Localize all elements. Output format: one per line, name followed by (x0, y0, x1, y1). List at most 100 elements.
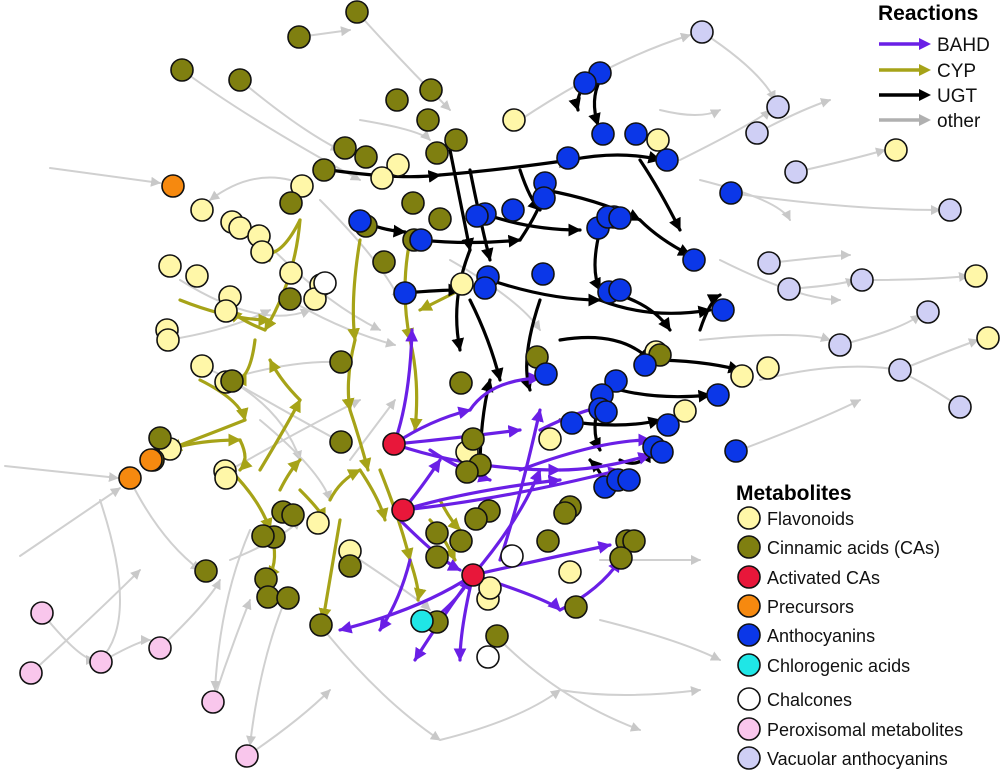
metabolite-node (938, 198, 962, 222)
bahd-reaction-edge (468, 372, 542, 412)
metabolite-node (410, 609, 434, 633)
metabolite-node (89, 650, 113, 674)
legend-other-label: other (937, 111, 981, 132)
metabolite-node (190, 354, 214, 378)
metabolite-node (287, 25, 311, 49)
metabolite-node (784, 160, 808, 184)
metabolite-node (309, 613, 333, 637)
precursors-swatch (737, 594, 761, 618)
other-arrowhead (919, 114, 931, 126)
metabolite-node (345, 0, 369, 24)
metabolite-node (534, 362, 558, 386)
ugt-reaction-edge (638, 218, 692, 257)
other-reaction-edge (19, 487, 121, 557)
metabolite-node (214, 466, 238, 490)
peroxisomal-swatch (737, 717, 761, 741)
metabolite-node (473, 276, 497, 300)
metabolite-node (711, 298, 735, 322)
metabolite-node (502, 108, 526, 132)
metabolite-node (428, 207, 452, 231)
bahd-reaction-edge (401, 466, 622, 512)
metabolite-node (348, 209, 372, 233)
other-reaction-edge (319, 624, 441, 741)
other-reaction-edge (129, 479, 201, 571)
metabolite-node (594, 400, 618, 424)
cyp-reaction-edge (418, 288, 462, 312)
other-reaction-edge (209, 176, 291, 201)
metabolite-node (501, 198, 525, 222)
other-reaction-edge (701, 31, 776, 101)
metabolite-node (276, 586, 300, 610)
flavonoids-swatch (737, 506, 761, 530)
cyp-reaction-edge (438, 498, 462, 532)
vacuolar-anthocyanins-swatch (737, 746, 761, 770)
metabolite-node (279, 261, 303, 285)
metabolite-node (329, 350, 353, 374)
other-reaction-edge (259, 419, 332, 501)
metabolite-node (633, 353, 657, 377)
cyp-reaction-edge (258, 398, 302, 472)
metabolite-node (419, 78, 443, 102)
metabolite-node (118, 466, 142, 490)
other-reaction-edge (839, 314, 921, 346)
metabolite-node (624, 122, 648, 146)
metabolite-nodes (19, 0, 1000, 768)
ugt-reaction-edge (468, 298, 504, 382)
legend-cinnamic-acids-label: Cinnamic acids (CAs) (767, 538, 940, 558)
metabolite-node (591, 122, 615, 146)
ugt-reaction-edge (558, 335, 652, 362)
metabolite-node (553, 501, 577, 525)
metabolite-node (461, 563, 485, 587)
legend-reaction-ugt: UGT (879, 86, 978, 107)
other-reaction-edge (239, 79, 341, 151)
cyp-reaction-edge (318, 518, 342, 622)
cyp-reaction-edge (328, 468, 362, 502)
other-reaction-edge (356, 11, 451, 111)
metabolite-node (485, 624, 509, 648)
chalcones-swatch (737, 687, 761, 711)
metabolite-node (401, 191, 425, 215)
metabolites-legend-title: Metabolites (736, 482, 852, 505)
metabolite-node (888, 358, 912, 382)
metabolite-node (391, 498, 415, 522)
metabolite-node (608, 206, 632, 230)
legend-precursors-label: Precursors (767, 597, 854, 617)
legend-metabolite-peroxisomal: Peroxisomal metabolites (737, 717, 963, 741)
other-reaction-edge (659, 109, 721, 119)
cyp-reaction-edge (348, 408, 372, 472)
cinnamic-acids-swatch (737, 535, 761, 559)
metabolite-node (278, 287, 302, 311)
other-reaction-edge (730, 192, 941, 215)
metabolite-node (608, 278, 632, 302)
metabolite-node (425, 545, 449, 569)
legend-peroxisomal-label: Peroxisomal metabolites (767, 720, 963, 740)
other-reaction-edge (30, 569, 141, 674)
metabolite-node (393, 281, 417, 305)
other-reaction-edge (246, 689, 331, 757)
metabolite-node (214, 299, 238, 323)
cyp-reaction-edge (278, 458, 302, 492)
legend-metabolite-activated-cas: Activated CAs (737, 565, 880, 589)
metabolite-node (158, 254, 182, 278)
legend-cyp-label: CYP (937, 61, 976, 82)
metabolite-node (306, 511, 330, 535)
metabolite-node (290, 174, 314, 198)
bahd-reaction-edge (498, 408, 544, 562)
cyp-reaction-edge (238, 438, 253, 472)
other-reaction-edge (739, 399, 861, 451)
legend-reaction-other: other (879, 111, 981, 132)
other-reaction-edge (679, 109, 771, 161)
metabolite-node (409, 228, 433, 252)
cyp-reaction-edge (198, 378, 249, 422)
metabolite-node (766, 95, 790, 119)
other-reaction-edge (699, 332, 831, 342)
legend-flavonoids-label: Flavonoids (767, 509, 854, 529)
bahd-reaction-edge (378, 558, 412, 632)
other-reaction-edge (899, 338, 979, 371)
metabolite-node (622, 529, 646, 553)
activated-cas-swatch (737, 565, 761, 589)
metabolite-node (279, 191, 303, 215)
metabolite-node (313, 271, 337, 295)
ugt-reaction-edge (418, 234, 522, 248)
